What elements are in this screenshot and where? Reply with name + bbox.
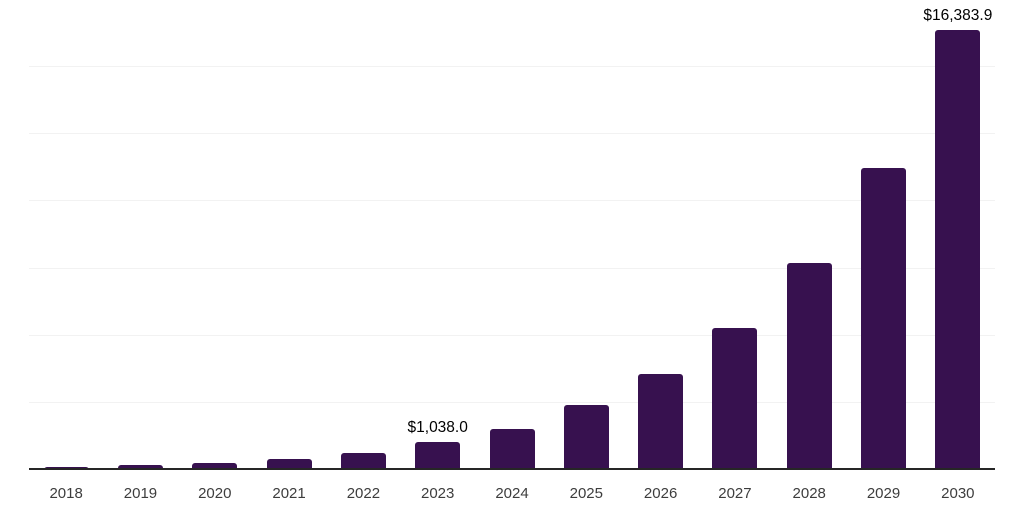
x-axis-line bbox=[29, 468, 995, 470]
bar-2027[interactable] bbox=[712, 327, 758, 470]
x-tick-2028: 2028 bbox=[792, 485, 826, 502]
x-tick-2024: 2024 bbox=[495, 485, 529, 502]
gridline-7500 bbox=[29, 267, 995, 269]
x-tick-2019: 2019 bbox=[123, 485, 158, 502]
bar-2026[interactable] bbox=[638, 374, 684, 470]
x-tick-2025: 2025 bbox=[569, 485, 603, 502]
gridline-5000 bbox=[29, 334, 995, 336]
bar-2025[interactable] bbox=[563, 405, 609, 470]
bar-2021[interactable] bbox=[266, 459, 312, 470]
x-tick-2029: 2029 bbox=[866, 485, 901, 502]
bar-2028[interactable] bbox=[786, 262, 832, 470]
x-tick-2030: 2030 bbox=[941, 485, 975, 502]
x-tick-2021: 2021 bbox=[272, 485, 306, 502]
value-label-2030: $16,383.9 bbox=[923, 6, 993, 24]
value-label-2023: $1,038.0 bbox=[407, 419, 468, 437]
x-tick-2018: 2018 bbox=[49, 485, 83, 502]
gridline-10000 bbox=[29, 200, 995, 202]
plot-area: $1,038.0 $16,383.9 bbox=[29, 0, 995, 470]
x-axis-labels: 2018 2019 2020 2021 2022 2023 2024 2025 2026 2027… bbox=[29, 484, 995, 504]
gridline-15000 bbox=[29, 66, 995, 68]
gridline-12500 bbox=[29, 133, 995, 135]
bar-2029[interactable] bbox=[861, 167, 907, 470]
x-tick-2023: 2023 bbox=[421, 485, 455, 502]
x-tick-2020: 2020 bbox=[198, 485, 232, 502]
bar-2020[interactable] bbox=[192, 463, 238, 470]
x-tick-2026: 2026 bbox=[643, 485, 678, 502]
gridline-2500 bbox=[29, 401, 995, 403]
bar-2023[interactable] bbox=[415, 442, 461, 470]
x-tick-2022: 2022 bbox=[346, 485, 381, 502]
bar-2022[interactable] bbox=[340, 452, 386, 470]
bar-2030[interactable] bbox=[935, 29, 981, 470]
x-tick-2027: 2027 bbox=[718, 485, 752, 502]
bar-2024[interactable] bbox=[489, 428, 535, 470]
bar-2019[interactable] bbox=[117, 465, 163, 470]
